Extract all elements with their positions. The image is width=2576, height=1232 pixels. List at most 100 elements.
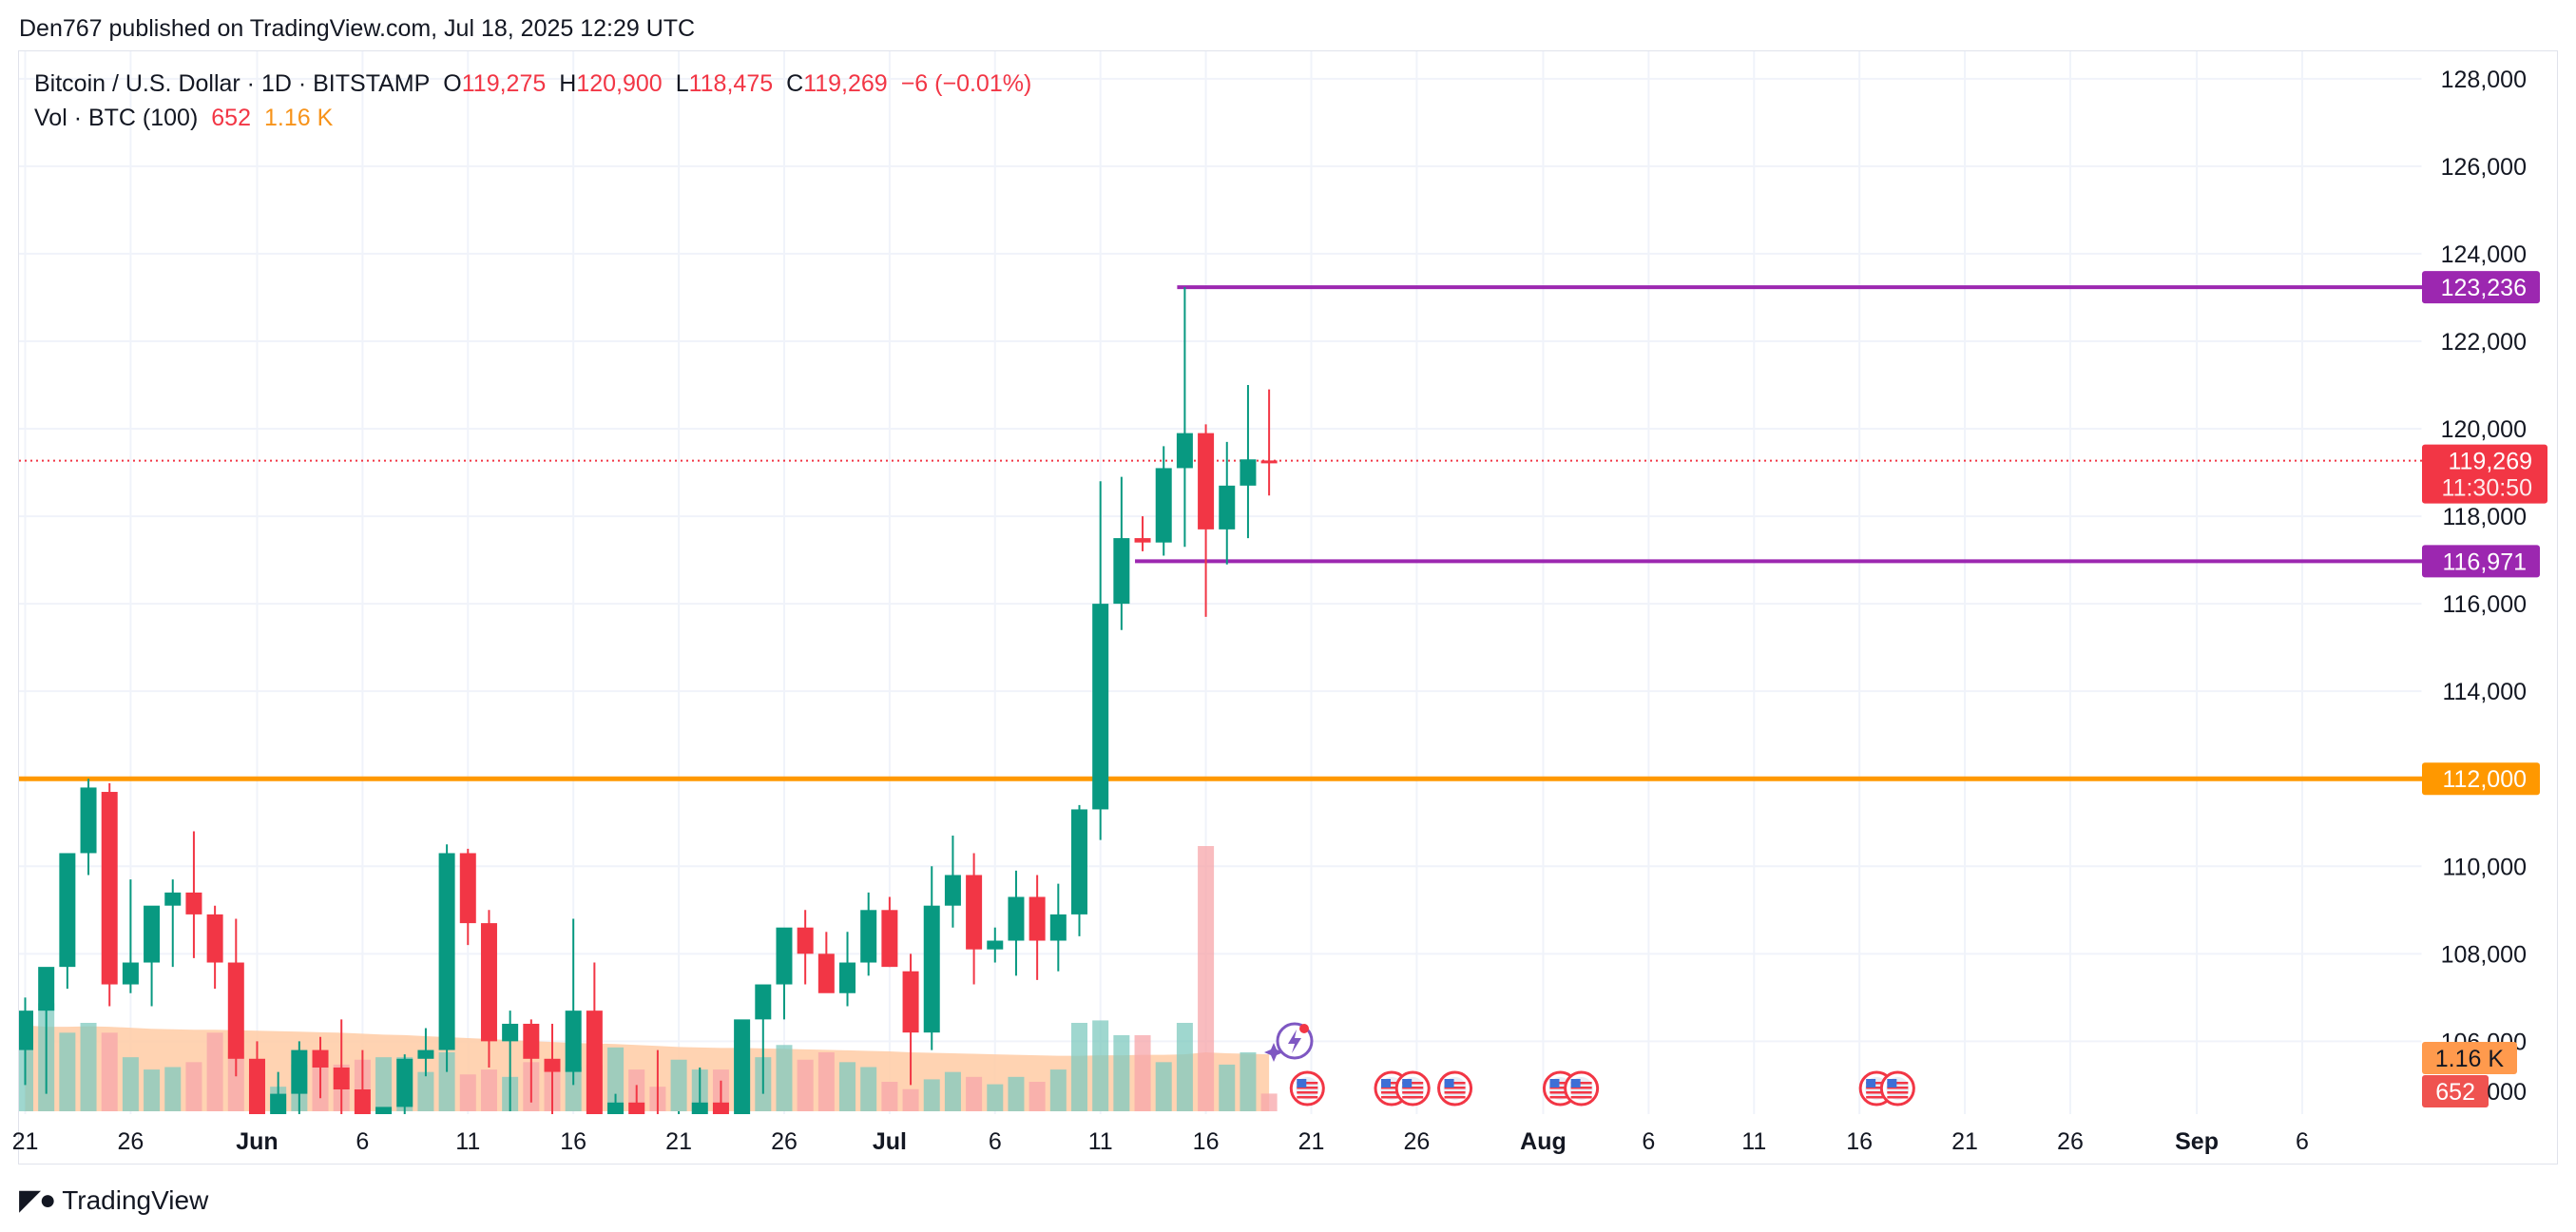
ohlc-legend-row: Bitcoin / U.S. Dollar · 1D · BITSTAMP O1… <box>34 67 1031 101</box>
volume-bar <box>206 1032 223 1111</box>
candle <box>80 779 97 876</box>
event-flag-stripe <box>1297 1096 1318 1099</box>
event-flag-stripe <box>1381 1096 1403 1099</box>
volume-bar <box>1008 1076 1025 1111</box>
event-flag-icon[interactable] <box>1394 1070 1431 1107</box>
candle-body <box>354 1089 371 1114</box>
price-tag-support-text: 116,971 <box>2442 549 2527 575</box>
candle-body <box>333 1067 350 1089</box>
event-flag-canton <box>1402 1079 1413 1088</box>
event-flag-icon[interactable] <box>1879 1070 1915 1107</box>
candle <box>354 1049 371 1114</box>
price-tag-resistance-text: 123,236 <box>2441 275 2527 301</box>
tradingview-logo[interactable]: ◤● TradingView <box>19 1184 208 1217</box>
tradingview-brand-text: TradingView <box>62 1184 209 1215</box>
time-axis-label: 11 <box>1741 1128 1766 1155</box>
candle-body <box>1219 485 1236 529</box>
candle <box>459 848 476 946</box>
volume-bar <box>902 1088 919 1111</box>
event-flag-stripe <box>1887 1082 1909 1085</box>
lightning-bolt <box>1288 1030 1301 1053</box>
candle <box>734 1019 751 1114</box>
candle-body <box>122 962 139 985</box>
candle-body <box>1198 433 1215 529</box>
volume-title[interactable]: Vol · BTC (100) <box>34 105 199 131</box>
candle <box>797 910 814 985</box>
candle <box>902 953 919 1086</box>
volume-bar <box>670 1059 687 1111</box>
candle <box>480 910 497 1068</box>
candle-body <box>1155 468 1172 543</box>
event-flag-icon[interactable] <box>1437 1070 1473 1107</box>
symbol-title[interactable]: Bitcoin / U.S. Dollar · 1D · BITSTAMP <box>34 70 431 97</box>
volume-bar <box>164 1067 182 1111</box>
time-axis-label: 6 <box>989 1128 1002 1155</box>
time-axis-label: Jun <box>236 1128 278 1155</box>
event-flag-stripe <box>1444 1087 1466 1089</box>
event-flag-stripe <box>1866 1087 1888 1089</box>
candle <box>291 1041 308 1114</box>
price-tag-support: 116,971 <box>2422 545 2540 578</box>
candle <box>417 1028 434 1077</box>
price-axis-label: 110,000 <box>2442 854 2527 880</box>
volume-bar <box>987 1084 1004 1111</box>
event-flag-stripe <box>1549 1087 1571 1089</box>
candle-body <box>375 1107 393 1114</box>
candle <box>312 1036 329 1099</box>
lightning-icon[interactable] <box>1264 1022 1314 1062</box>
event-flag-stripe <box>1570 1082 1592 1085</box>
candle <box>122 879 139 993</box>
event-flag-stripe <box>1549 1091 1571 1094</box>
candle <box>860 892 877 976</box>
candle-body <box>944 875 961 906</box>
event-flag-icon[interactable] <box>1289 1070 1325 1107</box>
volume-bar <box>1176 1023 1193 1111</box>
volume-bar <box>1028 1082 1046 1111</box>
event-flag-icon[interactable] <box>1564 1070 1600 1107</box>
time-axis-label: 16 <box>560 1128 586 1155</box>
event-flag-canton <box>1570 1079 1581 1088</box>
candle <box>1155 446 1172 556</box>
event-flag-stripe <box>1887 1087 1909 1089</box>
event-flag-stripe <box>1570 1096 1592 1099</box>
candle <box>1008 870 1025 976</box>
time-axis-label: 21 <box>1951 1128 1978 1155</box>
volume-bar <box>1134 1034 1151 1111</box>
candle-body <box>902 971 919 1033</box>
candle-body <box>101 792 118 985</box>
plot-layer <box>19 285 2422 1114</box>
candle <box>544 1023 561 1114</box>
candle-body <box>628 1102 645 1114</box>
candle-body <box>607 1102 625 1114</box>
candle <box>607 1093 625 1114</box>
ohlc-low: L118,475 <box>675 70 774 97</box>
candle <box>38 967 55 1094</box>
volume-ma-value: 1.16 K <box>264 105 334 131</box>
candle-body <box>776 927 793 985</box>
candle-body <box>1008 896 1025 941</box>
candle-body <box>270 1093 287 1114</box>
volume-bar <box>776 1045 793 1111</box>
candle <box>656 1049 659 1114</box>
price-tag-resistance: 123,236 <box>2422 271 2540 304</box>
candle <box>1176 287 1193 548</box>
candle <box>1113 476 1130 630</box>
event-flag-stripe <box>1887 1096 1909 1099</box>
candle <box>944 836 961 928</box>
publish-info: Den767 published on TradingView.com, Jul… <box>19 15 696 42</box>
candle-body <box>227 962 244 1059</box>
candle <box>966 853 983 985</box>
candle-body <box>966 875 983 950</box>
event-flag-stripe <box>1444 1082 1466 1085</box>
current-price-countdown: 11:30:50 <box>2442 475 2532 502</box>
volume-bar <box>417 1071 434 1111</box>
time-axis-label: 26 <box>117 1128 144 1155</box>
time-axis-label: 21 <box>1298 1128 1325 1155</box>
price-tag-key-level: 112,000 <box>2422 762 2540 796</box>
candle <box>270 1071 287 1114</box>
candle <box>776 927 793 1020</box>
event-flag-stripe <box>1381 1082 1403 1085</box>
volume-bar <box>817 1052 835 1111</box>
